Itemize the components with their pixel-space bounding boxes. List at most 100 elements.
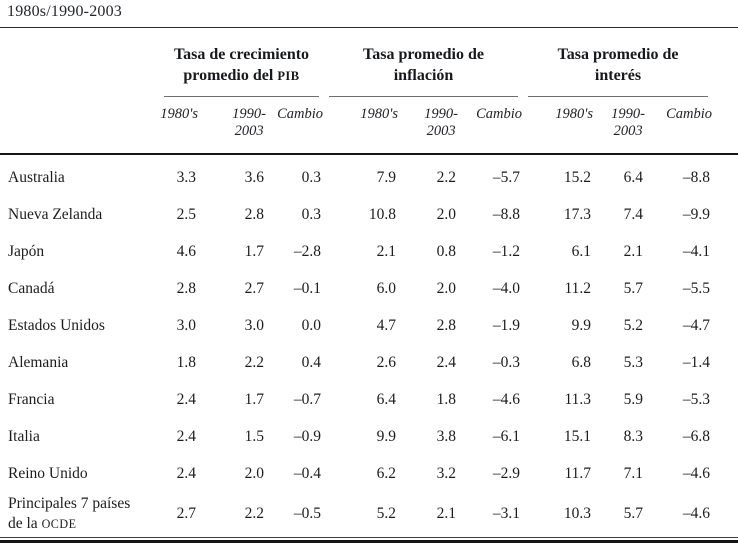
value-cell: –4.7 bbox=[682, 316, 710, 334]
group-label-line2: interés bbox=[594, 66, 642, 84]
value-cell: 2.5 bbox=[176, 205, 196, 223]
value-cell: 2.8 bbox=[244, 205, 264, 223]
value-cell: 0.4 bbox=[301, 353, 321, 371]
value-cell: 2.4 bbox=[176, 427, 196, 445]
value-cell: –8.8 bbox=[492, 205, 520, 223]
value-cell: 6.2 bbox=[376, 464, 396, 482]
table-row: Italia 2.4 1.5 –0.9 9.9 3.8 –6.1 15.1 8.3 –6.8 bbox=[8, 418, 714, 455]
value-cell: 1.7 bbox=[244, 242, 264, 260]
value-cell: –0.1 bbox=[293, 279, 321, 297]
value-cell: 2.0 bbox=[244, 464, 264, 482]
subheader-gdp-1980s: 1980's bbox=[160, 105, 198, 122]
country-cell: Nueva Zelanda bbox=[8, 205, 103, 223]
value-cell: 2.7 bbox=[176, 505, 196, 523]
value-cell: 5.2 bbox=[623, 316, 643, 334]
group-header-interest: Tasa promedio de interés bbox=[528, 28, 708, 97]
value-cell: 6.1 bbox=[571, 242, 591, 260]
table-row: Principales 7 países de la OCDE 2.7 2.2 –0.5… bbox=[8, 492, 714, 536]
country-cell: Francia bbox=[8, 390, 55, 408]
table-row: Canadá 2.8 2.7 –0.1 6.0 2.0 –4.0 11.2 5.7 –5.5 bbox=[8, 270, 714, 307]
table-row: Nueva Zelanda 2.5 2.8 0.3 10.8 2.0 –8.8 17.3 7.4… bbox=[8, 196, 714, 233]
value-cell: 10.8 bbox=[368, 205, 396, 223]
value-cell: 3.2 bbox=[436, 464, 456, 482]
value-cell: –4.0 bbox=[492, 279, 520, 297]
value-cell: 7.1 bbox=[623, 464, 643, 482]
value-cell: 0.8 bbox=[436, 242, 456, 260]
subheader-inflation-1990-2003: 1990- 2003 bbox=[400, 97, 460, 154]
value-cell: 15.2 bbox=[563, 168, 591, 186]
bottom-rule-thick bbox=[0, 540, 738, 544]
value-cell: –6.1 bbox=[492, 427, 520, 445]
value-cell: 3.0 bbox=[176, 316, 196, 334]
value-cell: –0.4 bbox=[293, 464, 321, 482]
subheader-inflation-1980s: 1980's bbox=[360, 105, 398, 122]
value-cell: 2.4 bbox=[176, 464, 196, 482]
value-cell: –5.3 bbox=[682, 390, 710, 408]
table-row: Reino Unido 2.4 2.0 –0.4 6.2 3.2 –2.9 11.7 7.1 –4… bbox=[8, 455, 714, 492]
value-cell: 2.1 bbox=[376, 242, 396, 260]
subheader-interest-1990-2003: 1990- 2003 bbox=[595, 97, 647, 154]
value-cell: 0.3 bbox=[301, 168, 321, 186]
group-label-line1: Tasa promedio de bbox=[557, 46, 679, 63]
subheader-interest-change: Cambio bbox=[666, 105, 712, 122]
value-cell: 2.8 bbox=[176, 279, 196, 297]
value-cell: 2.0 bbox=[436, 279, 456, 297]
value-cell: 2.6 bbox=[376, 353, 396, 371]
value-cell: 5.2 bbox=[376, 505, 396, 523]
value-cell: 4.6 bbox=[176, 242, 196, 260]
value-cell: –4.6 bbox=[682, 464, 710, 482]
table-row: Estados Unidos 3.0 3.0 0.0 4.7 2.8 –1.9 9.9 5.2 –… bbox=[8, 307, 714, 344]
value-cell: –4.6 bbox=[492, 390, 520, 408]
value-cell: 3.6 bbox=[244, 168, 264, 186]
value-cell: –0.3 bbox=[492, 353, 520, 371]
value-cell: 3.8 bbox=[436, 427, 456, 445]
subheader-period-line2: 2003 bbox=[426, 122, 456, 139]
value-cell: –2.8 bbox=[293, 242, 321, 260]
subheader-period-line1: 1990- bbox=[232, 105, 266, 122]
subheader-period-line1: 1990- bbox=[424, 105, 458, 122]
header-corner-spacer bbox=[8, 28, 160, 97]
bottom-rule-thin bbox=[0, 537, 738, 539]
value-cell: 4.7 bbox=[376, 316, 396, 334]
value-cell: 11.2 bbox=[564, 279, 591, 297]
value-cell: –5.7 bbox=[492, 168, 520, 186]
value-cell: 2.4 bbox=[436, 353, 456, 371]
subheader-interest-1980s: 1980's bbox=[555, 105, 593, 122]
country-cell: Alemania bbox=[8, 353, 69, 371]
value-cell: –0.7 bbox=[293, 390, 321, 408]
value-cell: –0.5 bbox=[293, 505, 321, 523]
group-header-inflation: Tasa promedio de inflación bbox=[329, 28, 518, 97]
value-cell: 2.8 bbox=[436, 316, 456, 334]
value-cell: 5.7 bbox=[623, 505, 643, 523]
value-cell: –4.1 bbox=[682, 242, 710, 260]
value-cell: 5.7 bbox=[623, 279, 643, 297]
value-cell: 1.8 bbox=[176, 353, 196, 371]
value-cell: 7.4 bbox=[623, 205, 643, 223]
value-cell: –8.8 bbox=[682, 168, 710, 186]
header-body-rule bbox=[0, 153, 738, 156]
value-cell: –5.5 bbox=[682, 279, 710, 297]
value-cell: 2.7 bbox=[244, 279, 264, 297]
subheader-gdp-1990-2003: 1990- 2003 bbox=[200, 97, 268, 154]
value-cell: 10.3 bbox=[563, 505, 591, 523]
value-cell: 9.9 bbox=[571, 316, 591, 334]
acronym-ocde: OCDE bbox=[41, 517, 77, 532]
country-cell: Estados Unidos bbox=[8, 316, 105, 334]
value-cell: –1.4 bbox=[682, 353, 710, 371]
value-cell: 9.9 bbox=[376, 427, 396, 445]
group-header-gdp: Tasa de crecimiento promedio del PIB bbox=[164, 28, 319, 97]
table-body: Australia 3.3 3.6 0.3 7.9 2.2 –5.7 15.2 6.4 –8.8 N… bbox=[0, 155, 738, 536]
value-cell: –9.9 bbox=[682, 205, 710, 223]
value-cell: 6.4 bbox=[623, 168, 643, 186]
value-cell: 2.1 bbox=[436, 505, 456, 523]
value-cell: 11.7 bbox=[564, 464, 591, 482]
subheader-period-line1: 1990- bbox=[611, 105, 645, 122]
value-cell: 7.9 bbox=[376, 168, 396, 186]
value-cell: 1.7 bbox=[244, 390, 264, 408]
table-row: Alemania 1.8 2.2 0.4 2.6 2.4 –0.3 6.8 5.3 –1.4 bbox=[8, 344, 714, 381]
country-cell: Principales 7 países de la OCDE bbox=[8, 495, 131, 533]
value-cell: 2.1 bbox=[623, 242, 643, 260]
value-cell: –6.8 bbox=[682, 427, 710, 445]
value-cell: 11.3 bbox=[564, 390, 591, 408]
